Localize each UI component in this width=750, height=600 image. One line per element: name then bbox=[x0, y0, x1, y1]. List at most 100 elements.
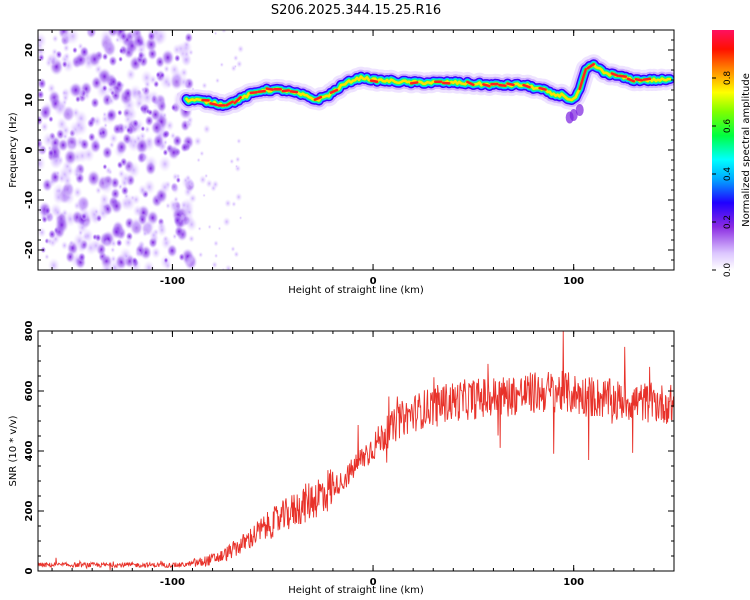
colorbar-gradient bbox=[712, 30, 734, 270]
noise-blob-faint bbox=[230, 245, 236, 253]
spectrogram-xtick-label: 100 bbox=[563, 276, 584, 287]
ridge-blob bbox=[575, 104, 584, 116]
ridge-peak bbox=[610, 72, 620, 77]
noise-blob-faint bbox=[199, 150, 205, 157]
spectrogram-xtick-label: -100 bbox=[160, 276, 185, 287]
noise-blob bbox=[77, 252, 86, 263]
noise-blob bbox=[101, 84, 108, 92]
colorbar-tick-label: 0.8 bbox=[723, 71, 733, 86]
noise-blob-faint bbox=[224, 198, 232, 208]
ridge-peak bbox=[209, 102, 218, 107]
noise-blob bbox=[90, 96, 100, 109]
noise-blob bbox=[140, 152, 149, 163]
noise-blob-faint bbox=[186, 120, 190, 124]
noise-blob bbox=[99, 177, 114, 195]
noise-blob bbox=[101, 145, 113, 160]
noise-blob-faint bbox=[211, 179, 220, 189]
noise-blob-faint bbox=[183, 79, 190, 88]
noise-blob bbox=[110, 198, 123, 215]
noise-blob-faint bbox=[236, 138, 242, 145]
noise-blob-faint bbox=[214, 253, 219, 259]
noise-blob-faint bbox=[196, 157, 201, 163]
noise-blob bbox=[127, 30, 140, 42]
noise-blob bbox=[170, 183, 180, 195]
noise-blob-faint bbox=[214, 31, 218, 36]
ridge-blob bbox=[569, 109, 578, 121]
noise-blob bbox=[126, 161, 141, 179]
noise-blob bbox=[112, 123, 122, 136]
spectrogram-ytick-label: 0 bbox=[24, 146, 35, 153]
colorbar-label: Normalized spectral amplitude bbox=[741, 73, 750, 227]
noise-blob bbox=[175, 176, 181, 184]
ridge-peak bbox=[289, 90, 299, 94]
noise-blob bbox=[61, 89, 67, 97]
noise-blob bbox=[99, 192, 110, 207]
noise-blob bbox=[161, 130, 169, 139]
noise-blob bbox=[151, 246, 161, 260]
noise-blob bbox=[165, 202, 171, 210]
noise-blob-faint bbox=[188, 180, 195, 188]
noise-blob bbox=[131, 256, 138, 265]
ridge-peak bbox=[642, 77, 652, 81]
noise-blob bbox=[83, 219, 90, 228]
noise-blob bbox=[115, 238, 123, 248]
ridge-peak bbox=[225, 100, 234, 107]
figure-title: S206.2025.344.15.25.R16 bbox=[271, 3, 441, 18]
noise-blob bbox=[74, 170, 80, 179]
noise-blob-faint bbox=[233, 250, 240, 258]
noise-blob bbox=[151, 94, 165, 110]
noise-blob-faint bbox=[215, 77, 220, 84]
noise-blob bbox=[72, 186, 83, 199]
noise-blob bbox=[42, 131, 56, 148]
noise-blob bbox=[118, 56, 124, 63]
ridge-peak bbox=[586, 62, 595, 70]
noise-blob-faint bbox=[207, 224, 212, 230]
noise-blob bbox=[38, 155, 47, 172]
noise-blob bbox=[48, 229, 57, 240]
ridge-peak bbox=[265, 87, 274, 91]
noise-blob bbox=[87, 132, 96, 143]
noise-blob-faint bbox=[198, 174, 207, 185]
snr-xlabel: Height of straight line (km) bbox=[288, 585, 424, 596]
ridge-peak bbox=[634, 78, 644, 82]
noise-blob bbox=[163, 257, 169, 264]
spectrogram-ytick-label: 10 bbox=[24, 93, 35, 107]
noise-blob-faint bbox=[235, 59, 243, 69]
noise-blob bbox=[156, 223, 168, 237]
ridge-peak bbox=[482, 83, 491, 88]
noise-blob bbox=[119, 31, 128, 42]
noise-blob bbox=[95, 214, 103, 223]
spectrogram-ridge bbox=[176, 54, 674, 124]
noise-blob bbox=[110, 239, 118, 248]
noise-blob bbox=[38, 89, 45, 100]
noise-blob bbox=[79, 138, 90, 151]
noise-blob bbox=[38, 45, 46, 58]
snr-xtick-label: 100 bbox=[563, 577, 584, 588]
noise-blob-faint bbox=[186, 209, 193, 216]
snr-ytick-label: 600 bbox=[24, 381, 35, 402]
noise-blob bbox=[59, 30, 74, 47]
noise-blob bbox=[134, 249, 142, 258]
noise-blob bbox=[180, 142, 189, 153]
noise-blob bbox=[68, 239, 75, 247]
noise-blob bbox=[126, 127, 132, 134]
noise-blob-faint bbox=[219, 62, 224, 68]
noise-blob bbox=[56, 116, 68, 132]
snr-ytick-label: 200 bbox=[24, 501, 35, 522]
noise-blob bbox=[38, 77, 47, 90]
noise-blob bbox=[63, 105, 76, 121]
colorbar: 0.0 0.2 0.4 0.6 0.8 Normalized spectral ampl… bbox=[712, 30, 750, 277]
noise-blob-faint bbox=[238, 215, 243, 220]
noise-blob-faint bbox=[182, 40, 191, 50]
noise-blob bbox=[103, 39, 115, 54]
noise-blob bbox=[105, 107, 118, 123]
snr-ytick-label: 0 bbox=[24, 567, 35, 574]
noise-blob bbox=[120, 177, 129, 189]
noise-blob bbox=[172, 233, 178, 240]
ridge-peak bbox=[313, 95, 323, 101]
noise-blob-faint bbox=[201, 81, 208, 90]
spectrogram-ytick-label: -10 bbox=[24, 191, 35, 209]
noise-blob-faint bbox=[229, 158, 235, 165]
